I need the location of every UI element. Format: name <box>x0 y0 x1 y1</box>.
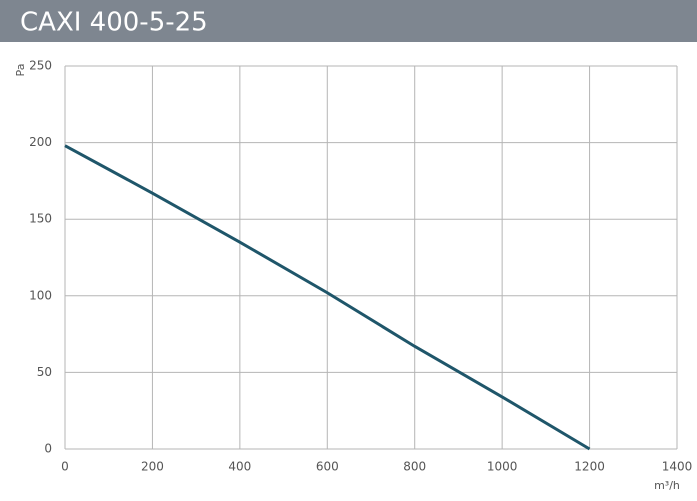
data-line <box>64 144 591 451</box>
y-tick-label: 0 <box>44 442 52 456</box>
x-tick-label: 800 <box>403 460 426 474</box>
chart-title: CAXI 400-5-25 <box>20 8 208 38</box>
x-tick-label: 0 <box>61 460 69 474</box>
x-tick-label: 400 <box>228 460 251 474</box>
x-tick-label: 600 <box>316 460 339 474</box>
x-tick-label: 1200 <box>574 460 605 474</box>
y-tick-label: 200 <box>29 135 52 149</box>
y-tick-label: 50 <box>37 365 52 379</box>
y-tick-label: 100 <box>29 288 52 302</box>
x-tick-label: 200 <box>141 460 164 474</box>
x-axis-label: m³/h <box>654 479 680 492</box>
x-tick-label: 1000 <box>487 460 518 474</box>
x-tick-label: 1400 <box>662 460 693 474</box>
y-axis-label: Pa <box>14 64 27 77</box>
y-tick-label: 150 <box>29 212 52 226</box>
title-bar <box>0 0 697 42</box>
y-tick-label: 250 <box>29 59 52 73</box>
